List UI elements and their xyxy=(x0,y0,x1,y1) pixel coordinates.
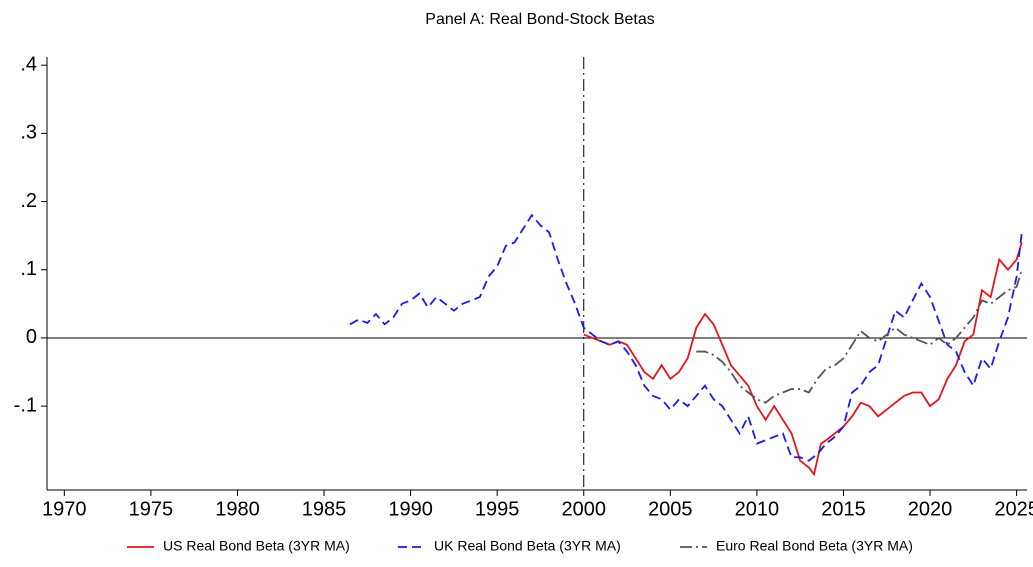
y-tick-label: 0 xyxy=(26,326,37,348)
x-tick-label: 1970 xyxy=(42,498,87,520)
x-tick-label: 1995 xyxy=(475,498,520,520)
y-tick-label: .3 xyxy=(20,122,37,144)
x-tick-label: 1980 xyxy=(215,498,260,520)
x-tick-label: 2015 xyxy=(821,498,866,520)
legend-label: Euro Real Bond Beta (3YR MA) xyxy=(716,538,913,554)
y-tick-label: -.1 xyxy=(14,394,37,416)
legend-label: UK Real Bond Beta (3YR MA) xyxy=(434,538,621,554)
series-line xyxy=(583,242,1023,477)
series-line xyxy=(696,269,1023,404)
x-tick-label: 2025 xyxy=(994,498,1033,520)
x-tick-label: 2005 xyxy=(648,498,693,520)
x-tick-label: 1990 xyxy=(388,498,433,520)
y-tick-label: .4 xyxy=(20,53,37,75)
y-tick-label: .1 xyxy=(20,258,37,280)
legend-label: US Real Bond Beta (3YR MA) xyxy=(163,538,350,554)
x-tick-label: 2010 xyxy=(735,498,780,520)
x-tick-label: 2000 xyxy=(561,498,606,520)
y-tick-label: .2 xyxy=(20,190,37,212)
series-line xyxy=(349,213,1023,462)
x-tick-label: 2020 xyxy=(908,498,953,520)
chart-title: Panel A: Real Bond-Stock Betas xyxy=(425,11,654,28)
x-tick-label: 1975 xyxy=(129,498,174,520)
x-tick-label: 1985 xyxy=(302,498,347,520)
